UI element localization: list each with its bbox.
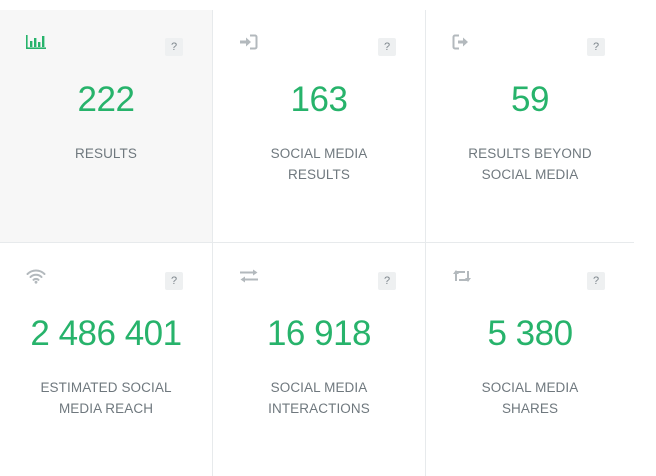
bar-chart-icon	[26, 34, 46, 50]
help-button[interactable]: ?	[165, 38, 183, 56]
sign-out-icon	[452, 34, 472, 50]
estimated-reach-label: ESTIMATED SOCIAL MEDIA REACH	[10, 377, 202, 419]
estimated-reach-value: 2 486 401	[30, 314, 182, 353]
card-results[interactable]: ? 222 RESULTS	[0, 10, 212, 242]
label-line: RESULTS BEYOND	[468, 146, 592, 161]
interactions-label: SOCIAL MEDIA INTERACTIONS	[223, 377, 415, 419]
label-line: RESULTS	[288, 167, 350, 182]
grid-divider	[425, 10, 426, 476]
help-button[interactable]: ?	[587, 38, 605, 56]
help-button[interactable]: ?	[378, 272, 396, 290]
grid-divider	[212, 10, 213, 476]
results-beyond-value: 59	[511, 80, 549, 119]
grid-divider	[0, 242, 634, 243]
shares-label: SOCIAL MEDIA SHARES	[436, 377, 624, 419]
card-social-media-interactions[interactable]: ? 16 918 SOCIAL MEDIA INTERACTIONS	[213, 244, 425, 476]
interactions-value: 16 918	[266, 314, 372, 353]
help-button[interactable]: ?	[587, 272, 605, 290]
label-line: SOCIAL MEDIA	[481, 167, 579, 182]
shares-value: 5 380	[487, 314, 573, 353]
results-beyond-label: RESULTS BEYOND SOCIAL MEDIA	[436, 143, 624, 185]
label-line: RESULTS	[75, 146, 137, 161]
results-label: RESULTS	[10, 143, 202, 164]
label-line: SOCIAL MEDIA	[270, 146, 368, 161]
help-button[interactable]: ?	[165, 272, 183, 290]
wifi-icon	[26, 268, 46, 284]
social-media-results-label: SOCIAL MEDIA RESULTS	[223, 143, 415, 185]
label-line: SOCIAL MEDIA	[270, 380, 368, 395]
card-social-media-results[interactable]: ? 163 SOCIAL MEDIA RESULTS	[213, 10, 425, 242]
label-line: ESTIMATED SOCIAL	[40, 380, 172, 395]
social-media-results-value: 163	[290, 80, 348, 119]
label-line: MEDIA REACH	[58, 401, 154, 416]
label-line: SHARES	[501, 401, 559, 416]
help-button[interactable]: ?	[378, 38, 396, 56]
label-line: SOCIAL MEDIA	[481, 380, 579, 395]
results-value: 222	[77, 80, 135, 119]
retweet-icon	[452, 268, 472, 284]
exchange-icon	[239, 268, 259, 284]
card-estimated-reach[interactable]: ? 2 486 401 ESTIMATED SOCIAL MEDIA REACH	[0, 244, 212, 476]
label-line: INTERACTIONS	[268, 401, 370, 416]
sign-in-icon	[239, 34, 259, 50]
card-social-media-shares[interactable]: ? 5 380 SOCIAL MEDIA SHARES	[426, 244, 634, 476]
stats-grid: ? 222 RESULTS ? 163 SOCIAL MEDIA RESULTS	[0, 10, 634, 476]
card-results-beyond-social-media[interactable]: ? 59 RESULTS BEYOND SOCIAL MEDIA	[426, 10, 634, 242]
